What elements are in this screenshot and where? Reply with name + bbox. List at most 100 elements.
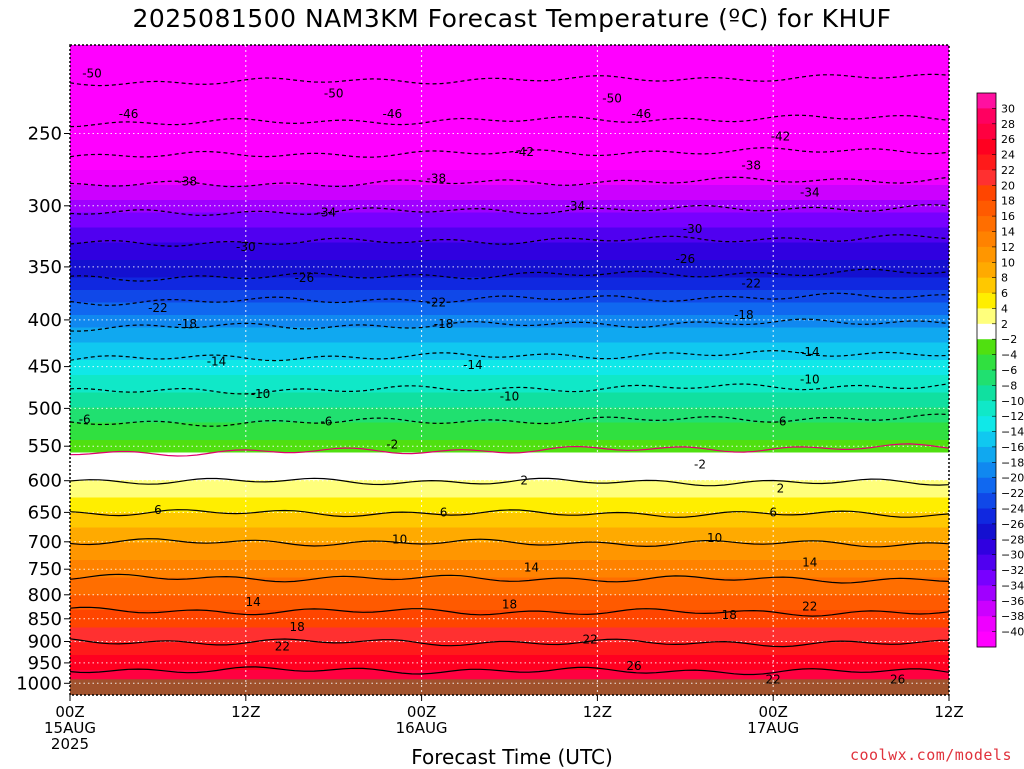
- contour-label: -18: [434, 317, 454, 331]
- contour-label: 6: [769, 505, 777, 519]
- temperature-band: [70, 427, 949, 431]
- temperature-band: [70, 552, 949, 556]
- temperature-band: [70, 537, 949, 541]
- temperature-band: [70, 350, 949, 354]
- contour-14: [70, 573, 949, 584]
- colorbar-swatch: [977, 585, 996, 602]
- colorbar-label: 18: [1001, 195, 1015, 208]
- colorbar-label: −38: [1001, 610, 1024, 623]
- contour-label: 22: [766, 672, 781, 686]
- temperature-band: [70, 675, 949, 679]
- contour-label: -14: [463, 358, 483, 372]
- temperature-band: [70, 337, 949, 341]
- temperature-band: [70, 512, 949, 516]
- temperature-band: [70, 547, 949, 551]
- contour-label: 18: [722, 608, 737, 622]
- temperature-band: [70, 570, 949, 574]
- temperature-band: [70, 217, 949, 221]
- contour--42: [70, 147, 949, 158]
- temperature-band: [70, 450, 949, 454]
- colorbar-swatch: [977, 462, 996, 479]
- x-tick-label: 00Z: [759, 703, 788, 721]
- temperature-band: [70, 437, 949, 441]
- temperature-band: [70, 447, 949, 451]
- temperature-band: [70, 592, 949, 596]
- contour-label: 18: [502, 598, 517, 612]
- temperature-band: [70, 412, 949, 416]
- colorbar-label: 20: [1001, 179, 1015, 192]
- colorbar-swatch: [977, 539, 996, 556]
- temperature-band: [70, 510, 949, 514]
- temperature-band: [70, 490, 949, 494]
- colorbar-swatch: [977, 616, 996, 633]
- x-tick-label: 00Z: [55, 703, 84, 721]
- temperature-band: [70, 362, 949, 366]
- temperature-band: [70, 482, 949, 486]
- temperature-band: [70, 260, 949, 264]
- contour-label: 22: [582, 632, 597, 646]
- contour--46: [70, 114, 949, 128]
- temperature-band: [70, 522, 949, 526]
- contour-label: -6: [79, 412, 91, 426]
- temperature-band: [70, 147, 949, 151]
- colorbar-swatch: [977, 570, 996, 586]
- temperature-band: [70, 387, 949, 391]
- y-tick-label: 450: [28, 357, 62, 378]
- temperature-band: [70, 55, 949, 59]
- temperature-band: [70, 630, 949, 634]
- colorbar-label: −14: [1001, 426, 1024, 439]
- temperature-band: [70, 175, 949, 179]
- contour-label: -22: [148, 301, 168, 315]
- colorbar-label: −36: [1001, 595, 1024, 608]
- contour-label: -50: [324, 87, 344, 101]
- temperature-band: [70, 430, 949, 434]
- contour-label: -18: [177, 317, 197, 331]
- temperature-band: [70, 545, 949, 549]
- ground-surface: [70, 679, 949, 695]
- temperature-band: [70, 52, 949, 56]
- temperature-band: [70, 515, 949, 519]
- chart-title: 2025081500 NAM3KM Forecast Temperature (…: [132, 4, 892, 33]
- contour-label: -22: [426, 296, 446, 310]
- temperature-band: [70, 667, 949, 671]
- temperature-band: [70, 380, 949, 384]
- temperature-band: [70, 65, 949, 69]
- colorbar-swatch: [977, 185, 996, 202]
- plot-border: [69, 44, 950, 696]
- temperature-band: [70, 282, 949, 286]
- colorbar-label: −18: [1001, 456, 1024, 469]
- temperature-band: [70, 152, 949, 156]
- temperature-band: [70, 495, 949, 499]
- temperature-band: [70, 317, 949, 321]
- temperature-band: [70, 397, 949, 401]
- temperature-band: [70, 155, 949, 159]
- temperature-band: [70, 645, 949, 649]
- temperature-band: [70, 357, 949, 361]
- temperature-band: [70, 622, 949, 626]
- colorbar-label: 24: [1001, 149, 1015, 162]
- colorbar-label: −26: [1001, 518, 1024, 531]
- temperature-band: [70, 405, 949, 409]
- temperature-band: [70, 105, 949, 109]
- temperature-band: [70, 100, 949, 104]
- temperature-band: [70, 505, 949, 509]
- y-tick-label: 400: [28, 310, 62, 331]
- temperature-band: [70, 407, 949, 411]
- temperature-band: [70, 262, 949, 266]
- temperature-band: [70, 132, 949, 136]
- temperature-band: [70, 417, 949, 421]
- temperature-band: [70, 532, 949, 536]
- contour-label: -30: [683, 222, 703, 236]
- temperature-band: [70, 192, 949, 196]
- temperature-band: [70, 572, 949, 576]
- temperature-band: [70, 555, 949, 559]
- contour-10: [70, 538, 949, 548]
- temperature-band: [70, 182, 949, 186]
- temperature-band: [70, 652, 949, 656]
- temperature-band: [70, 605, 949, 609]
- temperature-band: [70, 225, 949, 229]
- temperature-band: [70, 385, 949, 389]
- temperature-band: [70, 117, 949, 121]
- colorbar-label: 12: [1001, 241, 1015, 254]
- temperature-band: [70, 365, 949, 369]
